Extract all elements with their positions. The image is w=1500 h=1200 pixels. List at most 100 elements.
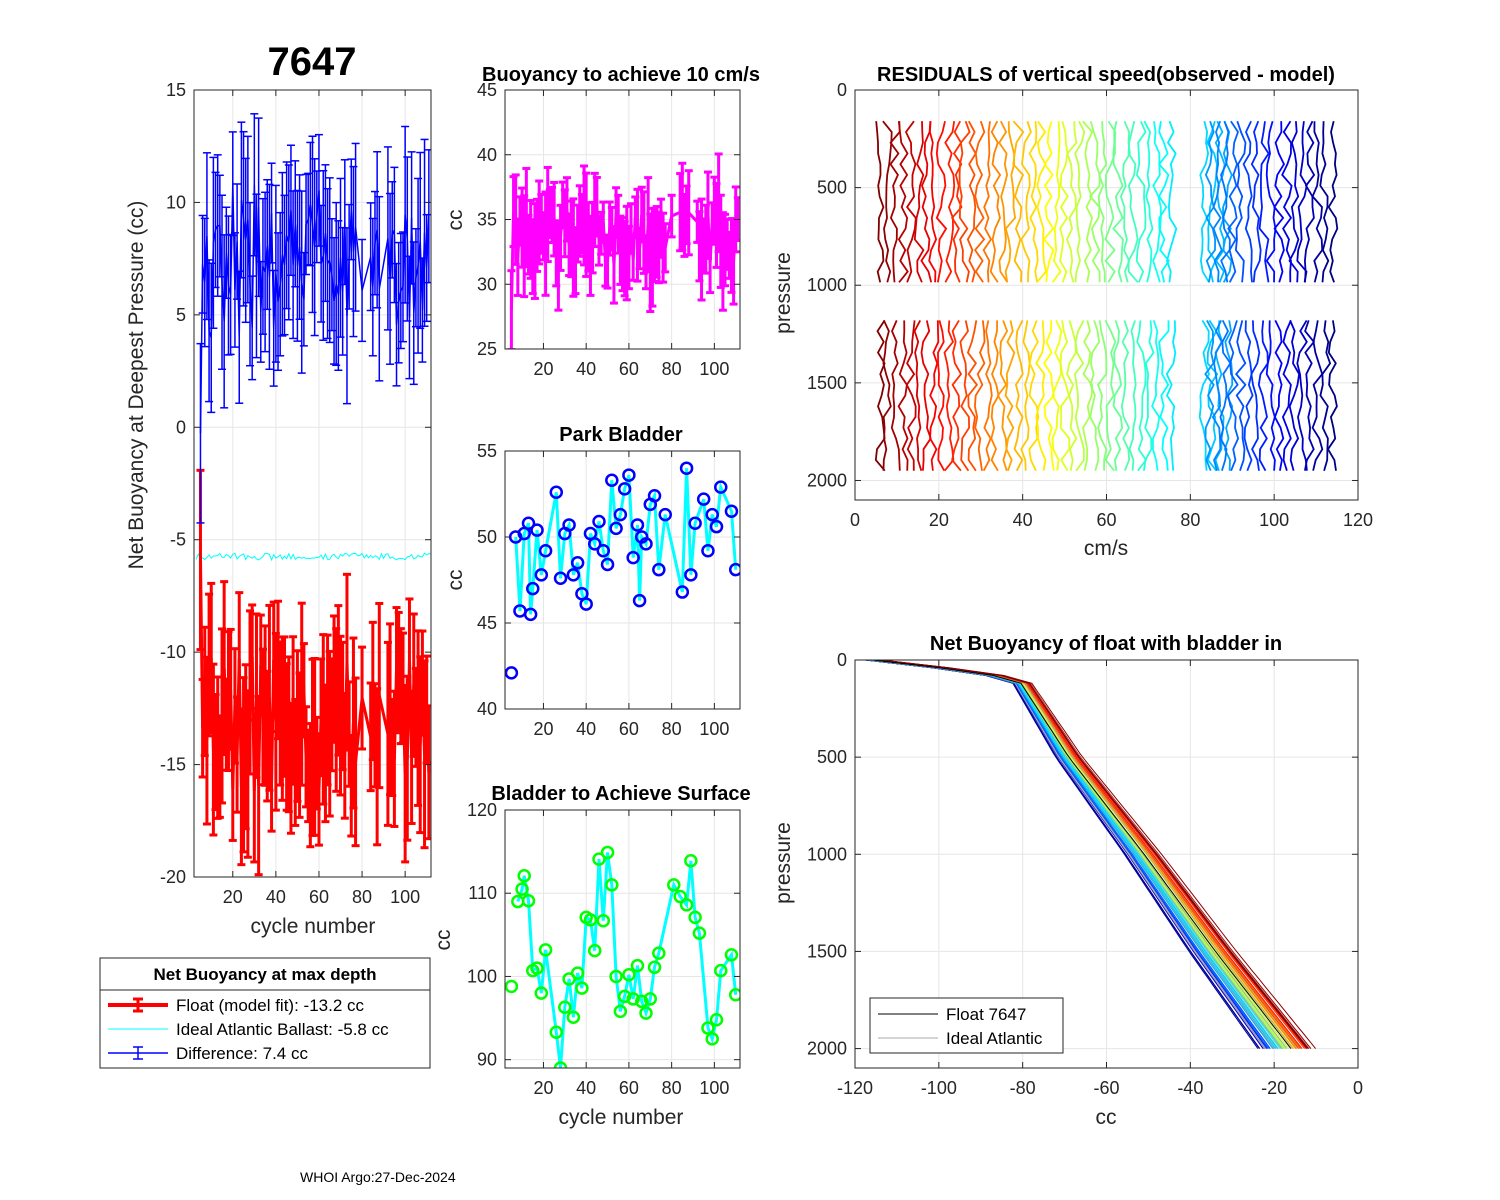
bladder-surface-marker <box>724 948 739 962</box>
park-bladder-marker <box>534 568 549 582</box>
residual-profile-line <box>1089 320 1101 471</box>
x-tick-label: 20 <box>223 887 243 907</box>
park-bladder-marker <box>684 568 698 582</box>
park-bladder-marker <box>521 516 536 530</box>
bladder-surface-marker <box>517 868 531 883</box>
residual-profile-line <box>1281 320 1292 471</box>
residual-profile-line <box>1288 121 1300 283</box>
residual-profile-line <box>1250 320 1261 471</box>
residual-profile-line <box>1319 121 1330 283</box>
bladder-surface-marker <box>692 926 707 940</box>
residual-profile-line <box>1066 121 1078 283</box>
legend-swatch-difference <box>108 1046 168 1060</box>
x-tick-label: 80 <box>662 359 682 379</box>
footer-stamp: WHOI Argo:27-Dec-2024 <box>300 1169 456 1185</box>
park-bladder-marker <box>566 568 581 582</box>
residual-profile-line <box>1158 320 1170 471</box>
bladder-surface-marker <box>553 1061 568 1068</box>
residual-profile-line <box>1020 120 1032 283</box>
x-tick-label: 0 <box>850 510 860 530</box>
park-bladder-marker <box>709 519 724 534</box>
residual-profile-line <box>1311 121 1324 283</box>
bladder-in-profile-line <box>869 660 1274 1049</box>
legend-entry-float-7647: Float 7647 <box>946 1005 1026 1024</box>
bladder-surface-xlabel: cycle number <box>559 1106 684 1129</box>
bladder-in-profile-line <box>876 660 1300 1049</box>
y-tick-label: 5 <box>176 305 186 325</box>
x-tick-label: 60 <box>619 719 639 739</box>
y-tick-label: 35 <box>477 210 497 230</box>
residual-profile-line <box>874 319 886 472</box>
residual-profile-line <box>1311 320 1324 471</box>
park-bladder-marker <box>630 518 645 532</box>
bladder-in-profile-line <box>871 660 1279 1049</box>
residual-profile-line <box>1051 320 1063 471</box>
residual-profile-line <box>1212 120 1223 283</box>
x-tick-label: 80 <box>662 719 682 739</box>
residual-profile-line <box>904 120 917 283</box>
bladder-in-profile-line <box>877 660 1303 1049</box>
float-series-line <box>199 559 431 792</box>
axes-box <box>504 450 741 710</box>
residual-profile-line <box>1004 320 1016 472</box>
residual-profile-line <box>1273 121 1286 283</box>
park-bladder-marker <box>696 492 711 506</box>
bladder-surface-marker <box>549 1025 564 1039</box>
residual-profile-line <box>1166 120 1178 283</box>
residual-profile-line <box>1004 121 1017 283</box>
x-tick-label: 0 <box>1353 1078 1363 1098</box>
park-bladder-marker <box>626 550 640 565</box>
x-tick-label: -80 <box>1010 1078 1036 1098</box>
residual-profile-line <box>1051 121 1062 283</box>
x-tick-label: 40 <box>266 887 286 907</box>
residual-profile-line <box>1043 320 1055 471</box>
bladder-surface-marker <box>530 961 544 975</box>
y-tick-label: 1000 <box>807 844 847 864</box>
residual-profile-line <box>882 120 893 283</box>
x-tick-label: 100 <box>699 1078 729 1098</box>
residual-profile-line <box>1234 120 1247 283</box>
residual-profile-line <box>1028 121 1039 283</box>
residual-profile-line <box>1096 320 1108 471</box>
bladder-in-profile-line <box>865 660 1259 1049</box>
residual-profile-line <box>897 121 909 283</box>
park-bladder-marker <box>538 544 553 558</box>
residual-profile-line <box>905 320 917 471</box>
residual-profile-line <box>1243 320 1254 472</box>
residual-profile-line <box>1281 120 1293 283</box>
residual-profile-line <box>1028 320 1040 472</box>
residual-profile-line <box>943 320 955 472</box>
park-bladder-marker <box>587 537 602 551</box>
bladder-in-profile-line <box>868 660 1269 1049</box>
x-tick-label: -120 <box>837 1078 873 1098</box>
y-tick-label: -15 <box>160 755 186 775</box>
x-tick-label: 100 <box>1259 510 1289 530</box>
residual-profile-line <box>1204 120 1217 283</box>
residual-profile-line <box>1074 120 1086 283</box>
bladder-surface-marker <box>714 963 728 978</box>
residual-profile-line <box>998 120 1009 283</box>
residual-profile-line <box>1082 120 1094 283</box>
axes-box <box>193 89 432 878</box>
y-tick-label: -20 <box>160 867 186 887</box>
bladder-surface-series-line <box>516 852 738 1068</box>
bladder-in-axes: Net Buoyancy of float with bladder in cc… <box>772 633 1363 1129</box>
residual-profile-line <box>937 320 946 472</box>
plot-area <box>505 810 740 1068</box>
bladder-surface-marker <box>643 992 658 1006</box>
residual-profile-line <box>966 120 977 283</box>
park-bladder-marker <box>596 544 611 558</box>
y-tick-label: 1000 <box>807 275 847 295</box>
bladder-in-profile-line <box>878 660 1305 1049</box>
legend-entry-difference: Difference: 7.4 cc <box>176 1044 308 1063</box>
park-bladder-title: Park Bladder <box>559 424 683 446</box>
y-tick-label: 40 <box>477 145 497 165</box>
park-bladder-axes: Park Bladder cc 20 40 60 80 100 40 45 50 55 <box>444 424 741 739</box>
residual-profile-line <box>1265 320 1276 471</box>
residual-profile-line <box>1127 120 1139 283</box>
legend-entry-ideal-atlantic: Ideal Atlantic <box>946 1029 1043 1048</box>
residual-profile-line <box>1219 320 1232 471</box>
residual-profile-line <box>1074 319 1085 472</box>
park-bladder-marker <box>714 480 728 494</box>
